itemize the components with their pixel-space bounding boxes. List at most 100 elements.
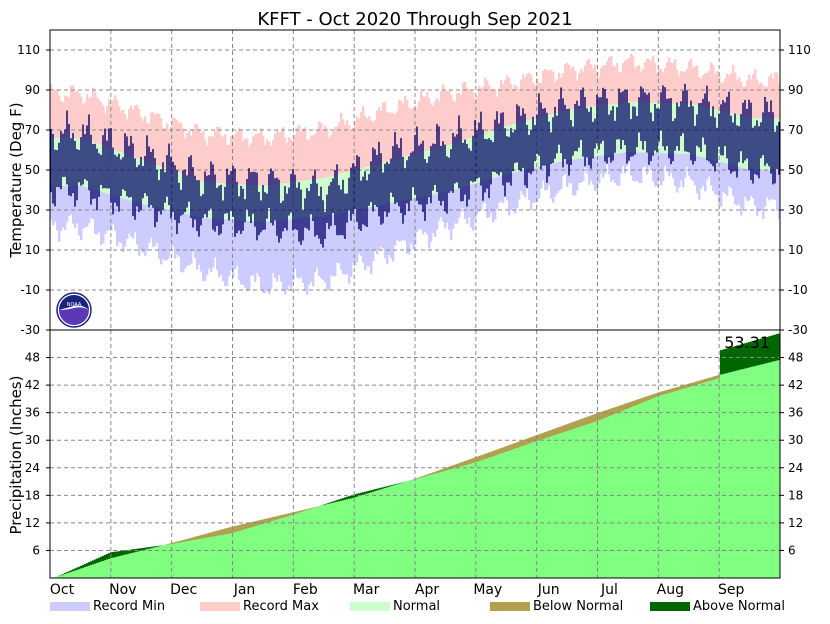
normal-precip-bar <box>280 515 282 578</box>
normal-precip-bar <box>404 482 406 578</box>
observed-temp-bar <box>480 112 481 186</box>
observed-temp-bar <box>204 171 205 214</box>
normal-precip-bar <box>410 480 412 578</box>
observed-temp-bar <box>316 183 317 235</box>
normal-precip-bar <box>700 380 702 578</box>
observed-temp-bar <box>672 121 673 161</box>
normal-precip-bar <box>618 406 620 578</box>
below-normal-bar <box>244 524 246 530</box>
normal-precip-bar <box>720 375 722 578</box>
observed-temp-bar <box>458 115 459 188</box>
below-normal-bar <box>196 536 198 539</box>
normal-precip-bar <box>178 541 180 578</box>
above-normal-bar <box>156 546 158 547</box>
normal-precip-bar <box>742 369 744 578</box>
below-normal-bar <box>424 475 426 476</box>
below-normal-bar <box>646 396 648 400</box>
below-normal-bar <box>570 423 572 430</box>
below-normal-bar <box>468 460 470 465</box>
normal-precip-bar <box>154 547 156 578</box>
observed-temp-bar <box>202 194 203 218</box>
normal-precip-bar <box>678 387 680 578</box>
below-normal-bar <box>654 394 656 398</box>
observed-temp-bar <box>564 105 565 159</box>
normal-precip-bar <box>730 372 732 578</box>
normal-precip-bar <box>642 398 644 578</box>
observed-temp-bar <box>330 182 331 226</box>
normal-precip-bar <box>440 470 442 578</box>
below-normal-bar <box>712 377 714 380</box>
normal-precip-bar <box>518 442 520 578</box>
normal-precip-bar <box>454 465 456 578</box>
observed-temp-bar <box>166 155 167 197</box>
normal-precip-bar <box>168 544 170 578</box>
observed-temp-bar <box>198 180 199 236</box>
observed-temp-bar <box>634 107 635 155</box>
below-normal-bar <box>550 430 552 436</box>
observed-temp-bar <box>444 145 445 212</box>
normal-precip-bar <box>224 529 226 578</box>
normal-precip-bar <box>478 456 480 578</box>
observed-temp-bar <box>372 147 373 211</box>
observed-temp-bar <box>310 184 311 214</box>
observed-temp-bar <box>120 159 121 196</box>
observed-temp-bar <box>664 87 665 150</box>
above-normal-bar <box>98 558 100 563</box>
normal-precip-bar <box>160 546 162 578</box>
temp-tick-label-left: -10 <box>20 283 40 297</box>
above-normal-bar <box>78 567 80 569</box>
below-normal-bar <box>678 387 680 391</box>
observed-temp-bar <box>238 196 239 230</box>
observed-temp-bar <box>98 153 99 197</box>
below-normal-bar <box>578 420 580 427</box>
normal-precip-bar <box>614 407 616 578</box>
observed-temp-bar <box>498 123 499 175</box>
normal-precip-bar <box>746 368 748 578</box>
below-normal-bar <box>492 451 494 456</box>
below-normal-bar <box>204 534 206 538</box>
month-label: Mar <box>353 582 380 598</box>
below-normal-bar <box>422 476 424 477</box>
precip-tick-label-left: 24 <box>25 461 40 475</box>
observed-temp-bar <box>312 176 313 221</box>
temp-tick-label-right: -30 <box>788 323 808 337</box>
normal-precip-bar <box>210 532 212 578</box>
precip-tick-label-left: 42 <box>25 378 40 392</box>
observed-temp-bar <box>54 150 55 207</box>
below-normal-bar <box>308 509 310 510</box>
legend-label: Above Normal <box>693 599 785 614</box>
normal-precip-bar <box>116 557 118 578</box>
normal-precip-bar <box>716 376 718 578</box>
normal-precip-bar <box>272 517 274 578</box>
below-normal-bar <box>516 442 518 448</box>
normal-precip-bar <box>568 423 570 578</box>
below-normal-bar <box>500 448 502 453</box>
normal-precip-bar <box>524 439 526 578</box>
above-normal-bar <box>84 564 86 567</box>
observed-temp-bar <box>356 155 357 222</box>
observed-temp-bar <box>556 116 557 154</box>
normal-precip-bar <box>242 524 244 578</box>
below-normal-bar <box>614 407 616 414</box>
observed-temp-bar <box>466 144 467 207</box>
observed-temp-bar <box>772 112 773 184</box>
normal-precip-bar <box>268 518 270 578</box>
normal-precip-bar <box>92 564 94 578</box>
below-normal-bar <box>284 514 286 517</box>
normal-precip-bar <box>76 570 78 578</box>
normal-precip-bar <box>570 423 572 578</box>
normal-precip-bar <box>480 455 482 578</box>
observed-temp-bar <box>340 190 341 236</box>
observed-temp-bar <box>168 144 169 206</box>
normal-precip-bar <box>64 574 66 578</box>
normal-precip-bar <box>560 426 562 578</box>
normal-precip-bar <box>672 388 674 578</box>
observed-temp-bar <box>668 98 669 158</box>
observed-temp-bar <box>374 149 375 205</box>
observed-temp-bar <box>760 122 761 158</box>
normal-precip-bar <box>190 538 192 578</box>
normal-precip-bar <box>396 484 398 578</box>
observed-temp-bar <box>568 109 569 176</box>
observed-temp-bar <box>208 175 209 211</box>
